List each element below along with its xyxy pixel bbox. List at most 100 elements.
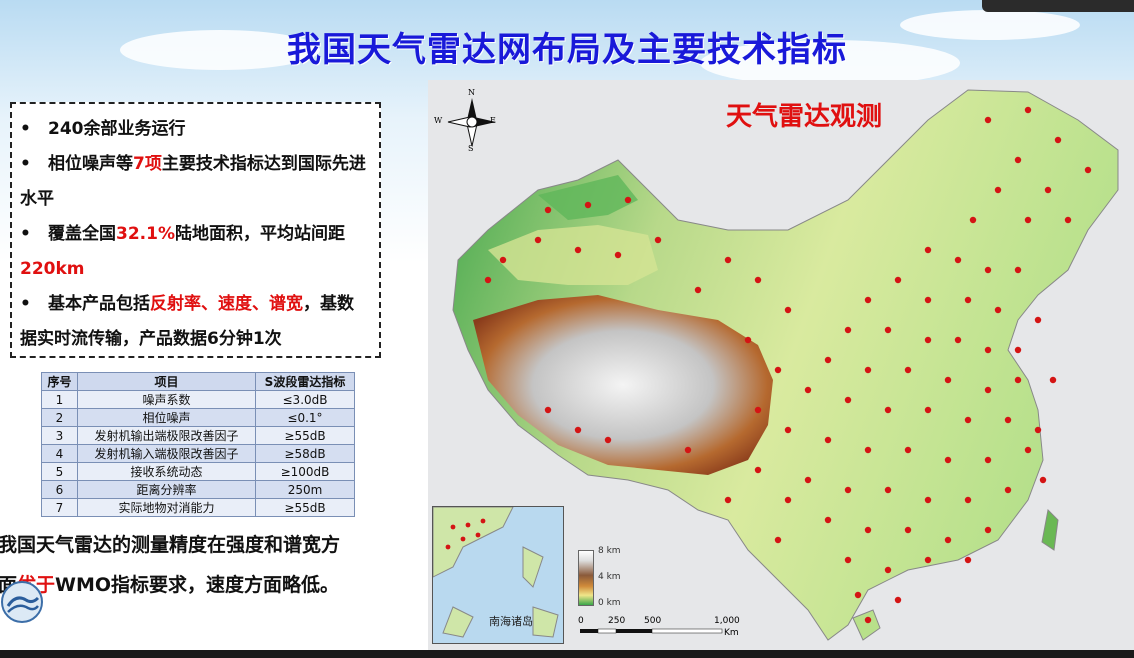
elevation-legend: 8 km 4 km 0 km [578, 546, 638, 610]
radar-station-marker [924, 556, 932, 564]
radar-station-marker [1049, 376, 1057, 384]
radar-station-marker [884, 406, 892, 414]
radar-station-marker [864, 366, 872, 374]
radar-station-marker [754, 276, 762, 284]
radar-station-marker [694, 286, 702, 294]
radar-station-marker [1014, 156, 1022, 164]
radar-station-marker [1054, 136, 1062, 144]
radar-station-marker [864, 296, 872, 304]
radar-station-marker [904, 366, 912, 374]
table-cell: 距离分辨率 [77, 480, 256, 499]
table-row: 4 发射机输入端极限改善因子 ≥58dB [41, 444, 355, 463]
scale-label: 1,000 [714, 616, 740, 626]
radar-station-marker [499, 256, 507, 264]
bullet-text: 覆盖全国32.1%陆地面积，平均站间距 220km [20, 224, 345, 279]
bullet-text: 240余部业务运行 [48, 119, 186, 139]
radar-station-marker [574, 426, 582, 434]
radar-spec-table: 序号 项目 S波段雷达指标 1 噪声系数 ≤3.0dB 2 相位噪声 ≤0.1° 3 发射… [41, 372, 355, 517]
conclusion-line-1: 我国天气雷达的测量精度在强度和谱宽方 [0, 534, 341, 556]
radar-station-marker [574, 246, 582, 254]
table-cell: 相位噪声 [77, 408, 256, 427]
radar-station-marker [824, 516, 832, 524]
radar-station-marker [984, 386, 992, 394]
radar-station-marker [1039, 476, 1047, 484]
radar-station-marker [864, 526, 872, 534]
radar-station-marker [624, 196, 632, 204]
radar-station-marker [1014, 346, 1022, 354]
cloud-decoration [900, 10, 1080, 40]
radar-station-marker [924, 246, 932, 254]
table-row: 7 实际地物对消能力 ≥55dB [41, 498, 355, 517]
bullet-item: • 240余部业务运行 [20, 112, 369, 147]
conclusion-line-2: 面优于WMO指标要求，速度方面略低。 [0, 565, 398, 605]
radar-station-marker [844, 486, 852, 494]
radar-station-marker [774, 536, 782, 544]
radar-station-marker [884, 566, 892, 574]
cloud-decoration [120, 30, 320, 70]
radar-station-marker [824, 356, 832, 364]
radar-station-marker [1064, 216, 1072, 224]
radar-station-marker [824, 436, 832, 444]
inset-map [432, 506, 559, 638]
radar-station-marker [954, 256, 962, 264]
table-cell: 发射机输入端极限改善因子 [77, 444, 256, 463]
table-row: 2 相位噪声 ≤0.1° [41, 408, 355, 427]
china-terrain-map [452, 89, 1119, 641]
scale-unit: Km [724, 628, 739, 638]
radar-station-marker [944, 376, 952, 384]
scale-bar: 0 250 500 1,000 Km [578, 616, 748, 646]
table-cell: 7 [41, 498, 78, 517]
radar-station-marker [445, 544, 451, 550]
radar-station-marker [544, 406, 552, 414]
radar-station-marker [584, 201, 592, 209]
bullet-segment: 相位噪声等 [48, 154, 133, 174]
radar-station-marker [904, 526, 912, 534]
map-title: 天气雷达观测 [726, 102, 883, 132]
table-row: 5 接收系统动态 ≥100dB [41, 462, 355, 481]
table-cell: 2 [41, 408, 78, 427]
table-cell: 发射机输出端极限改善因子 [77, 426, 256, 445]
radar-station-marker [1014, 266, 1022, 274]
radar-station-marker [654, 236, 662, 244]
radar-station-marker [475, 532, 481, 538]
radar-station-marker [884, 486, 892, 494]
conclusion-rest: WMO指标要求，速度方面略低。 [55, 574, 340, 596]
table-cell: ≥55dB [255, 498, 355, 517]
bullet-text: 基本产品包括反射率、速度、谱宽，基数据实时流传输，产品数据6分钟1次 [20, 294, 354, 349]
radar-station-marker [994, 186, 1002, 194]
radar-station-marker [614, 251, 622, 259]
table-cell: ≤0.1° [255, 408, 355, 427]
radar-station-marker [754, 406, 762, 414]
radar-station-marker [984, 266, 992, 274]
radar-station-marker [1024, 106, 1032, 114]
radar-station-marker [964, 296, 972, 304]
bullet-highlight: 220km [20, 259, 85, 279]
legend-label: 8 km [598, 546, 621, 556]
table-cell: ≥100dB [255, 462, 355, 481]
window-control-strip[interactable] [982, 0, 1134, 12]
radar-station-marker [984, 346, 992, 354]
radar-station-marker [969, 216, 977, 224]
radar-map-panel: N S W E 天气雷达观测 南海诸岛 8 km 4 km 0 km 0 250… [428, 80, 1134, 650]
radar-station-marker [1004, 416, 1012, 424]
radar-station-marker [984, 116, 992, 124]
radar-station-marker [924, 336, 932, 344]
table-cell: ≥58dB [255, 444, 355, 463]
radar-station-marker [1024, 216, 1032, 224]
table-cell: 噪声系数 [77, 390, 256, 409]
table-cell: 6 [41, 480, 78, 499]
compass-east-label: E [490, 116, 496, 125]
table-header-cell: S波段雷达指标 [255, 372, 355, 391]
radar-station-marker [924, 296, 932, 304]
table-cell: 4 [41, 444, 78, 463]
radar-station-marker [1024, 446, 1032, 454]
legend-label: 4 km [598, 572, 621, 582]
radar-station-marker [964, 556, 972, 564]
table-cell: 1 [41, 390, 78, 409]
radar-station-marker [480, 518, 486, 524]
radar-station-marker [894, 276, 902, 284]
legend-label: 0 km [598, 598, 621, 608]
radar-station-marker [924, 496, 932, 504]
table-cell: 5 [41, 462, 78, 481]
bullet-segment: 基本产品包括 [48, 294, 150, 314]
